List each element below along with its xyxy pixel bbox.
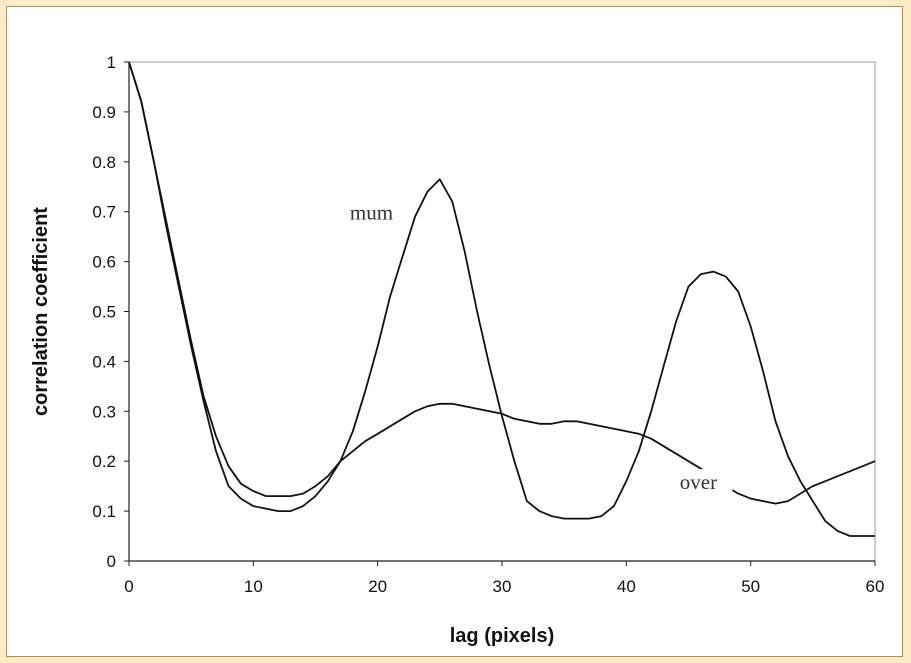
plot-area-border [128, 61, 876, 562]
y-tick-label: 0.3 [92, 402, 116, 421]
x-tick-label: 10 [244, 577, 263, 596]
y-tick-label: 0.4 [92, 352, 116, 371]
line-chart: 00.10.20.30.40.50.60.70.80.910 10 20 30 40 50… [30, 53, 885, 647]
y-tick-label: 1 [107, 53, 116, 72]
series-line-over [128, 61, 876, 505]
y-axis-title: correlation coefficient [30, 207, 52, 416]
y-tick-label: 0.2 [92, 452, 116, 471]
y-tick-label: 0.9 [92, 103, 116, 122]
figure-frame: 0 0.1 0.2 0.3 0.4 0.5 0.6 0.7 0.8 0.9 1 0 10 20 30 40 50… [6, 6, 903, 657]
y-tick-label: 0.5 [92, 303, 116, 322]
series-label-backing-mum [337, 199, 406, 224]
series-label-over: over [680, 470, 717, 494]
y-tick-label: 0 [107, 552, 116, 571]
x-tick-label: 50 [741, 577, 760, 596]
series-line-mum [128, 61, 875, 537]
x-tick-label: 40 [617, 577, 636, 596]
x-tick-label: 0 [124, 577, 133, 596]
x-tick-label: 60 [866, 577, 885, 596]
y-tick-label: 0.6 [92, 253, 116, 272]
y-tick-label: 0.7 [92, 203, 116, 222]
y-tick-label: 0.1 [92, 502, 116, 521]
series-label-mum: mum [350, 201, 393, 225]
y-tick-label: 0.8 [92, 153, 116, 172]
x-tick-label: 20 [368, 577, 387, 596]
x-axis-title: lag (pixels) [450, 625, 554, 647]
series-label-backing-over [664, 469, 733, 494]
x-tick-label: 30 [493, 577, 512, 596]
